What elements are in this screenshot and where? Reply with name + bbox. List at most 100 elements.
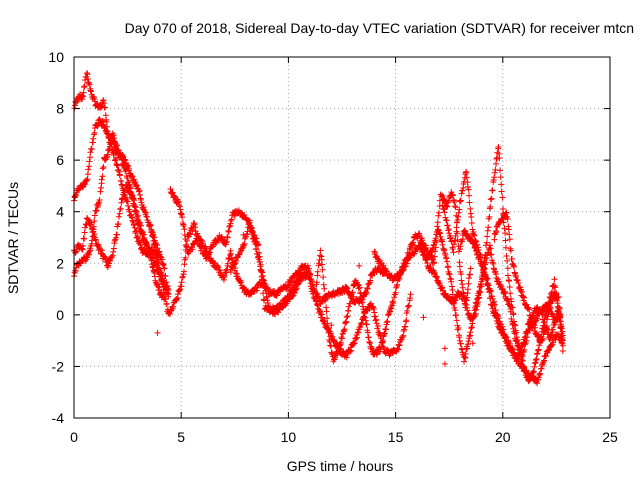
data-point [453, 312, 460, 319]
data-point [148, 226, 155, 233]
data-point [243, 231, 250, 238]
data-point [407, 291, 414, 298]
data-point [495, 150, 502, 157]
data-point [260, 276, 267, 283]
data-point [532, 357, 539, 364]
data-point [488, 293, 495, 300]
data-point [464, 286, 471, 293]
data-point [555, 293, 562, 300]
data-point [87, 149, 94, 156]
data-point [81, 83, 88, 90]
data-point [496, 320, 503, 327]
data-point [155, 258, 162, 265]
data-point [381, 330, 388, 337]
data-point [503, 334, 510, 341]
data-point [342, 320, 349, 327]
data-point [146, 251, 153, 258]
data-point [113, 234, 120, 241]
data-point [101, 123, 108, 130]
data-point [375, 323, 382, 330]
data-point [488, 195, 495, 202]
data-point [476, 254, 483, 261]
data-point [507, 247, 514, 254]
data-point [470, 240, 477, 247]
data-point [356, 262, 363, 269]
data-point [501, 289, 508, 296]
data-point [476, 288, 483, 295]
data-point [503, 252, 510, 259]
data-point [320, 274, 327, 281]
data-point [125, 162, 132, 169]
data-point [142, 239, 149, 246]
data-point [551, 288, 558, 295]
data-point [161, 265, 168, 272]
data-point [382, 325, 389, 332]
data-point [120, 153, 127, 160]
data-point [485, 282, 492, 289]
data-point [453, 219, 460, 226]
data-point [224, 260, 231, 267]
data-point [87, 154, 94, 161]
y-tick-label: 8 [56, 101, 64, 117]
data-point [87, 247, 94, 254]
data-point [140, 204, 147, 211]
data-point [404, 303, 411, 310]
data-point [191, 221, 198, 228]
data-point [491, 174, 498, 181]
data-point [340, 327, 347, 334]
data-point [357, 290, 364, 297]
data-point [189, 246, 196, 253]
data-point [248, 227, 255, 234]
data-point [434, 223, 441, 230]
data-point [534, 315, 541, 322]
data-point [453, 224, 460, 231]
data-point [348, 347, 355, 354]
data-point [399, 334, 406, 341]
data-point [441, 360, 448, 367]
data-point [138, 199, 145, 206]
data-point [88, 219, 95, 226]
data-point [508, 315, 515, 322]
data-point [439, 241, 446, 248]
data-point [548, 332, 555, 339]
data-point [456, 263, 463, 270]
data-point [394, 281, 401, 288]
data-point [88, 88, 95, 95]
data-point [506, 231, 513, 238]
data-point [465, 338, 472, 345]
data-point [383, 319, 390, 326]
data-point [543, 353, 550, 360]
data-point [558, 322, 565, 329]
data-point [504, 272, 511, 279]
data-point [526, 306, 533, 313]
data-point [487, 203, 494, 210]
data-point [490, 177, 497, 184]
data-point [540, 360, 547, 367]
data-point [169, 189, 176, 196]
data-point [403, 317, 410, 324]
data-point [98, 176, 105, 183]
data-point [134, 233, 141, 240]
data-point [320, 281, 327, 288]
data-point [226, 223, 233, 230]
data-point [511, 321, 518, 328]
data-point [354, 329, 361, 336]
data-point [458, 190, 465, 197]
data-point [469, 320, 476, 327]
data-point [104, 131, 111, 138]
data-point [491, 301, 498, 308]
data-point [379, 339, 386, 346]
data-point [552, 284, 559, 291]
data-point [504, 215, 511, 222]
data-point [344, 285, 351, 292]
data-point [464, 345, 471, 352]
data-point [91, 218, 98, 225]
data-point [557, 313, 564, 320]
data-point [182, 236, 189, 243]
data-point [160, 262, 167, 269]
data-point [525, 305, 532, 312]
data-point [484, 233, 491, 240]
data-point [472, 306, 479, 313]
data-point [499, 194, 506, 201]
data-point [223, 241, 230, 248]
